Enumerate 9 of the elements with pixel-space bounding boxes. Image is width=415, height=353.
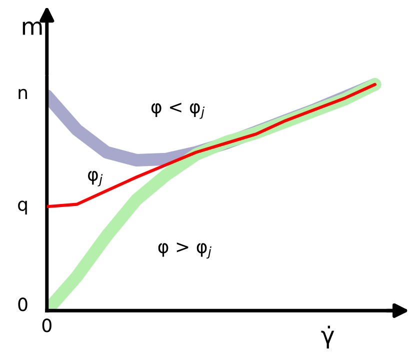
annotation: φ < φ$_{j}$	[151, 102, 205, 119]
x-axis-title: γ̇	[321, 326, 334, 349]
text: 0	[18, 298, 28, 312]
annotation: φ$_{j}$	[88, 170, 103, 186]
text: q	[18, 200, 27, 215]
text: n	[18, 88, 27, 99]
annotation: φ > φ$_{j}$	[158, 242, 212, 259]
y-axis-title: m	[22, 22, 42, 35]
text: 0	[42, 318, 52, 332]
